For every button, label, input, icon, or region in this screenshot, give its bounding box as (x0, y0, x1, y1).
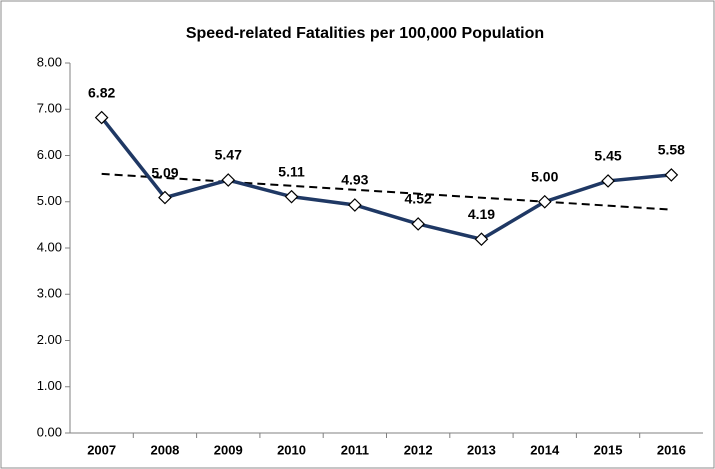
data-point (158, 190, 172, 205)
y-tick-label: 3.00 (37, 286, 62, 301)
data-label: 4.19 (468, 206, 495, 222)
data-point (664, 168, 679, 182)
x-tick-label: 2015 (594, 442, 623, 457)
data-point (411, 217, 425, 231)
y-tick-label: 8.00 (37, 54, 62, 69)
data-point (537, 194, 552, 209)
data-point (348, 198, 362, 212)
data-label: 5.00 (531, 168, 558, 184)
data-label: 5.45 (594, 148, 621, 164)
y-tick-label: 0.00 (37, 424, 62, 439)
y-tick-label: 1.00 (37, 378, 62, 393)
data-label: 5.11 (278, 163, 305, 179)
data-label: 4.52 (405, 191, 432, 207)
y-tick-label: 5.00 (37, 193, 62, 208)
y-tick-label: 4.00 (37, 239, 62, 254)
data-label: 5.09 (151, 164, 178, 180)
x-tick-label: 2011 (341, 442, 369, 457)
data-label: 5.47 (215, 147, 242, 163)
data-label: 5.58 (658, 142, 685, 158)
x-tick-label: 2009 (214, 442, 243, 457)
data-label: 4.93 (341, 172, 368, 188)
y-tick-label: 6.00 (37, 147, 62, 162)
data-point (284, 189, 299, 204)
data-point (474, 232, 489, 247)
data-point (601, 174, 615, 188)
x-tick-label: 2016 (657, 442, 686, 457)
y-tick-label: 2.00 (37, 332, 62, 347)
x-tick-label: 2012 (404, 442, 433, 457)
data-line (100, 116, 672, 242)
x-tick-label: 2014 (530, 442, 560, 457)
x-tick-label: 2007 (87, 442, 116, 457)
x-tick-label: 2008 (150, 442, 179, 457)
x-tick-label: 2013 (467, 442, 496, 457)
x-tick-label: 2010 (277, 442, 306, 457)
y-tick-label: 7.00 (37, 101, 62, 116)
data-point (94, 110, 109, 125)
chart-title: Speed-related Fatalities per 100,000 Pop… (186, 25, 544, 42)
trend-line (101, 172, 672, 211)
data-label: 6.82 (88, 84, 115, 100)
data-point (221, 173, 236, 187)
